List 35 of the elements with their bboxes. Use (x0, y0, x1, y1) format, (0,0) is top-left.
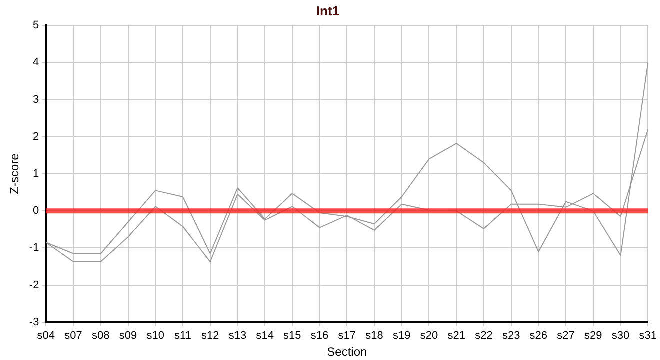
x-tick-label: s04 (37, 330, 56, 342)
x-axis-title: Section (327, 345, 368, 360)
y-tick-label: 0 (33, 205, 40, 218)
x-tick-label: s09 (119, 330, 138, 342)
y-tick-label: -3 (29, 316, 40, 328)
y-tick-label: 2 (33, 130, 40, 143)
x-tick-label: s14 (256, 330, 274, 342)
y-tick-label: 1 (33, 168, 40, 180)
x-tick-label: s12 (201, 330, 220, 342)
x-tick-label: s10 (146, 330, 164, 342)
x-tick-label: s23 (502, 330, 520, 342)
x-tick-label: s22 (475, 330, 493, 342)
x-tick-label: s17 (338, 330, 356, 342)
y-tick-label: 4 (33, 56, 40, 69)
y-tick-label: -1 (29, 242, 40, 254)
y-tick-label: -2 (29, 279, 40, 292)
x-tick-label: s18 (366, 330, 384, 342)
x-tick-label: s27 (557, 330, 575, 342)
x-tick-label: s31 (639, 330, 658, 342)
x-tick-label: s20 (420, 330, 438, 342)
x-tick-label: s21 (448, 330, 466, 342)
x-tick-label: s29 (584, 330, 602, 342)
x-tick-label: s19 (393, 330, 411, 342)
x-tick-label: s30 (612, 330, 630, 342)
y-tick-label: 3 (33, 94, 40, 106)
chart-title: Int1 (316, 3, 340, 18)
y-axis-title: Z-score (8, 153, 22, 194)
x-tick-label: s08 (92, 330, 110, 342)
x-tick-label: s15 (284, 330, 302, 342)
x-tick-label: s26 (530, 330, 548, 342)
y-tick-label: 5 (33, 20, 40, 32)
x-tick-label: s07 (64, 330, 82, 342)
x-tick-label: s11 (174, 330, 192, 342)
x-tick-label: s13 (228, 330, 247, 342)
x-tick-label: s16 (310, 330, 329, 342)
